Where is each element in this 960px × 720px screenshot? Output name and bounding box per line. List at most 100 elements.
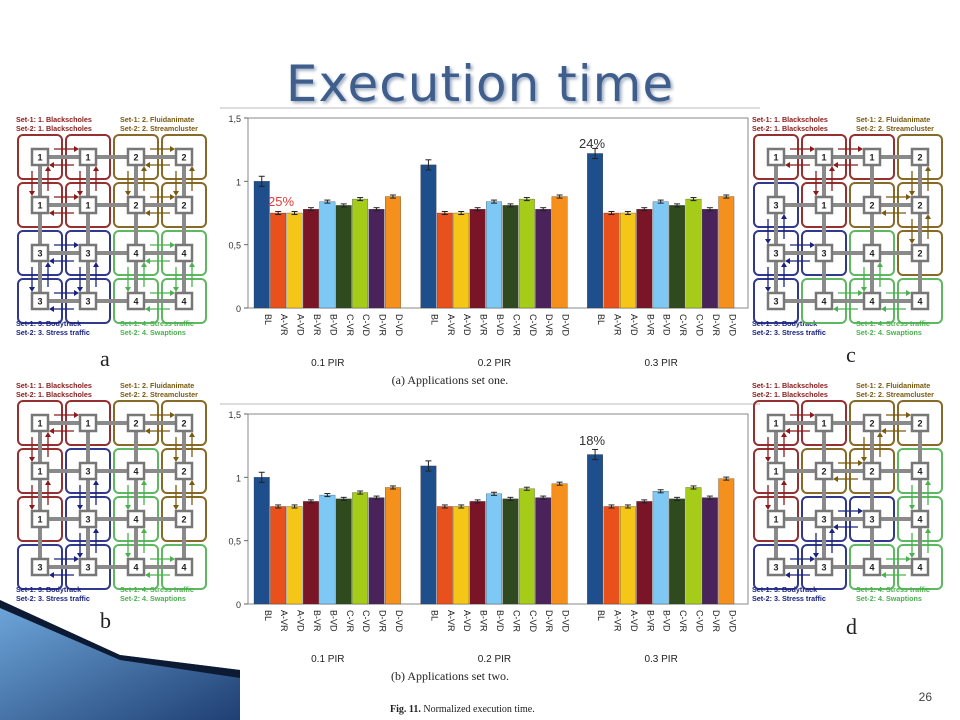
x-tick-label: BL	[263, 314, 273, 325]
arrow-head	[49, 258, 54, 264]
x-tick-label: A-VR	[612, 610, 622, 632]
bar-a-vr-1	[270, 506, 287, 605]
mesh-node	[814, 557, 834, 577]
arrow-head	[170, 556, 175, 562]
arrow-head	[765, 239, 771, 244]
arrow-head	[881, 306, 886, 312]
mesh-node	[78, 243, 98, 263]
x-tick-label: BL	[263, 610, 273, 621]
arrow-head	[49, 306, 54, 312]
mesh-node	[30, 147, 50, 167]
mapping-legend-text: Set-2: 2. Streamcluster	[856, 124, 934, 133]
mesh-node	[126, 557, 146, 577]
mesh-node-label: 1	[85, 153, 90, 163]
chart-caption: (b) Applications set two.	[391, 669, 509, 683]
arrow-head	[145, 428, 150, 434]
mapping-legend-text: Set-2: 1. Blackscholes	[752, 124, 828, 133]
mesh-node-label: 1	[37, 153, 42, 163]
bar-c-vr-3	[669, 498, 685, 605]
mapping-legend-text: Set-1: 4. Stress traffic	[856, 319, 930, 328]
arrow-head	[49, 572, 54, 578]
mapping-legend-text: Set-1: 4. Stress traffic	[120, 585, 194, 594]
mesh-node-label: 4	[821, 297, 826, 307]
y-tick-label: 1,5	[228, 114, 241, 124]
mapping-legend-text: Set-1: 1. Blackscholes	[752, 381, 828, 390]
mesh-node-label: 3	[773, 249, 778, 259]
bar-d-vd-2	[551, 483, 568, 605]
mesh-node-label: 4	[917, 297, 922, 307]
bar-d-vd-1	[385, 196, 401, 309]
x-tick-label: D-VD	[727, 314, 737, 336]
arrow-head	[906, 290, 911, 296]
figure-caption-text: Normalized execution time.	[423, 704, 535, 715]
bar-chart-set-one: 0 0,5 1 1,5 BL A-VR A-VD B-VR B-VD C-VR C-VD D-VR D-…	[220, 107, 760, 387]
mapping-legend-text: Set-2: 2. Streamcluster	[120, 390, 198, 399]
mapping-legend-text: Set-1: 2. Fluidanimate	[120, 381, 194, 390]
arrow-head	[909, 239, 915, 244]
slide-title: Execution time	[285, 55, 675, 113]
x-tick-label: B-VD	[662, 314, 672, 336]
y-tick-label: 1	[236, 473, 241, 483]
mesh-node-label: 2	[133, 201, 138, 211]
bar-d-vd-3	[718, 478, 735, 605]
bar-bl-3	[587, 153, 603, 309]
mesh-node-label: 1	[773, 467, 778, 477]
mesh-node-label: 4	[869, 563, 874, 573]
mesh-node-label: 1	[85, 419, 90, 429]
arrow-head	[881, 428, 886, 434]
mapping-legend-text: Set-1: 1. Blackscholes	[752, 115, 828, 124]
arrow-head	[141, 262, 147, 267]
mesh-node-label: 3	[37, 297, 42, 307]
bar-a-vr-3	[603, 506, 620, 605]
percent-annotation: 25%	[268, 194, 294, 209]
arrow-head	[810, 556, 815, 562]
x-tick-label: C-VR	[511, 610, 521, 632]
bar-c-vr-2	[502, 205, 519, 309]
mesh-node	[910, 461, 930, 481]
arrow-head	[145, 258, 150, 264]
mesh-node-label: 2	[133, 419, 138, 429]
mesh-node-label: 2	[181, 419, 186, 429]
bar-c-vr-1	[335, 498, 352, 605]
mesh-node	[910, 509, 930, 529]
mesh-node	[766, 509, 786, 529]
figure-caption-number: Fig. 11.	[390, 704, 421, 715]
mesh-node-label: 3	[773, 201, 778, 211]
mesh-node	[814, 147, 834, 167]
mesh-node	[78, 557, 98, 577]
mapping-legend-text: Set-1: 2. Fluidanimate	[120, 115, 194, 124]
x-tick-label: C-VD	[694, 314, 704, 336]
arrow-head	[141, 166, 147, 171]
bar-d-vr-1	[368, 497, 385, 605]
mesh-node-label: 1	[37, 201, 42, 211]
mesh-node	[78, 291, 98, 311]
arrow-head	[925, 528, 931, 533]
corner-decoration	[0, 600, 240, 720]
mesh-node-label: 2	[181, 153, 186, 163]
x-tick-label: B-VD	[328, 314, 338, 336]
mesh-node	[30, 195, 50, 215]
x-tick-label: BL	[429, 314, 439, 325]
arrow-head	[49, 428, 54, 434]
mesh-node	[126, 413, 146, 433]
mapping-legend-text: Set-2: 3. Stress traffic	[752, 328, 826, 337]
mesh-node	[78, 195, 98, 215]
arrow-head	[45, 166, 51, 171]
x-tick-label: C-VD	[528, 314, 538, 336]
mapping-legend-text: Set-2: 2. Streamcluster	[120, 124, 198, 133]
arrow-head	[29, 287, 35, 292]
bar-a-vd-3	[619, 506, 636, 605]
mesh-node	[862, 291, 882, 311]
mesh-node	[910, 291, 930, 311]
arrow-head	[877, 262, 883, 267]
mesh-node	[814, 291, 834, 311]
mesh-node-label: 1	[773, 515, 778, 525]
mesh-node	[910, 243, 930, 263]
x-tick-label: A-VR	[446, 610, 456, 632]
mesh-node	[910, 147, 930, 167]
arrow-head	[170, 194, 175, 200]
figure-caption: Fig. 11. Normalized execution time.	[390, 704, 535, 715]
mesh-node-label: 2	[869, 467, 874, 477]
arrow-head	[145, 572, 150, 578]
arrow-head	[141, 480, 147, 485]
